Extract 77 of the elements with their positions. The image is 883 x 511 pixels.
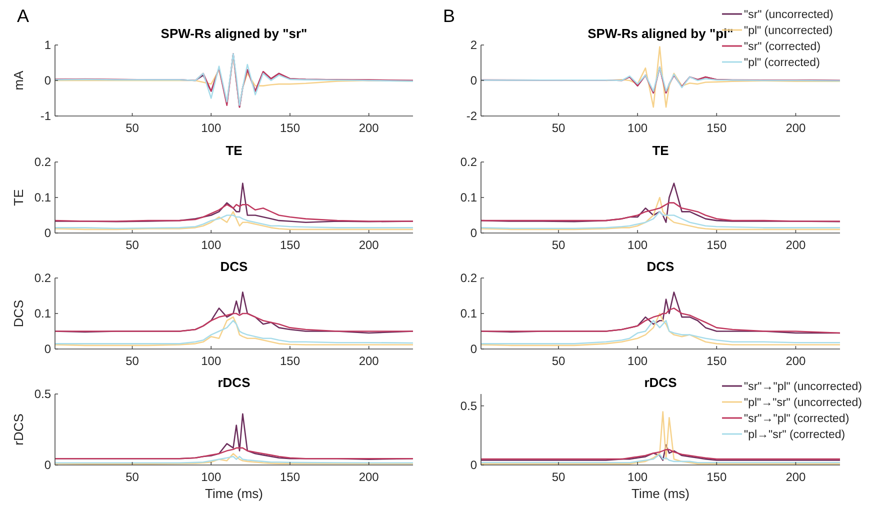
chart-title: TE (652, 143, 670, 158)
y-tick-label: 1 (44, 38, 52, 52)
x-axis-title: Time (ms) (631, 486, 690, 501)
y-tick-label: 0.1 (460, 190, 478, 204)
y-tick-label: 0 (470, 226, 478, 240)
x-tick-label: 150 (280, 238, 300, 252)
x-tick-label: 50 (552, 238, 566, 252)
x-tick-label: 200 (358, 238, 380, 252)
x-tick-label: 100 (628, 470, 648, 484)
chart-title: DCS (220, 259, 248, 274)
x-tick-label: 200 (786, 121, 806, 135)
chart-title: DCS (646, 259, 675, 274)
y-tick-label: 0 (44, 226, 52, 240)
x-tick-label: 200 (786, 470, 806, 484)
y-tick-label: -1 (40, 109, 52, 123)
x-tick-label: 150 (706, 470, 727, 484)
legend-label: "sr"→"pl" (uncorrected) (744, 381, 862, 393)
y-tick-label: 0.2 (460, 271, 478, 285)
x-tick-label: 50 (552, 470, 566, 484)
x-tick-label: 150 (706, 121, 727, 135)
x-tick-label: 100 (628, 354, 648, 368)
y-tick-label: 0.2 (460, 155, 478, 169)
x-tick-label: 150 (706, 238, 727, 252)
y-tick-label: 0 (470, 74, 478, 88)
y-axis-title: mA (11, 70, 26, 90)
legend-label: "pl" (uncorrected) (744, 25, 833, 37)
y-tick-label: 0 (470, 458, 478, 472)
y-tick-label: 2 (470, 38, 478, 52)
y-tick-label: 0.1 (34, 190, 52, 204)
y-axis-title: DCS (11, 299, 26, 328)
y-tick-label: -2 (466, 109, 478, 123)
x-tick-label: 150 (280, 470, 300, 484)
x-tick-label: 100 (628, 121, 648, 135)
text: B (443, 6, 456, 26)
legend-label: "sr" (corrected) (744, 41, 821, 53)
y-tick-label: 0.2 (34, 155, 52, 169)
legend-label: "sr" (uncorrected) (744, 9, 834, 21)
x-tick-label: 100 (201, 121, 222, 135)
x-tick-label: 50 (552, 354, 566, 368)
y-tick-label: 0.5 (34, 387, 52, 401)
x-tick-label: 50 (126, 470, 140, 484)
x-tick-label: 100 (201, 354, 222, 368)
x-tick-label: 200 (358, 121, 380, 135)
x-tick-label: 50 (126, 354, 140, 368)
x-tick-label: 50 (126, 238, 140, 252)
x-tick-label: 200 (786, 354, 806, 368)
chart-title: rDCS (644, 375, 678, 390)
y-tick-label: 0.5 (460, 398, 478, 413)
x-tick-label: 150 (280, 354, 300, 368)
chart-title: TE (226, 143, 243, 158)
y-tick-label: 0 (470, 342, 478, 356)
legend-label: "pl"→"sr" (uncorrected) (744, 397, 862, 409)
x-tick-label: 150 (706, 354, 727, 368)
legend-label: "pl→"sr" (corrected) (744, 429, 846, 441)
x-tick-label: 100 (628, 238, 648, 252)
x-axis-title: Time (ms) (204, 486, 264, 501)
y-tick-label: 0.1 (460, 306, 478, 320)
y-tick-label: 0 (44, 458, 52, 472)
chart-title: SPW-Rs aligned by "sr" (160, 26, 308, 41)
chart-title: rDCS (218, 375, 251, 390)
legend-label: "pl" (corrected) (744, 57, 820, 69)
y-tick-label: 0.1 (34, 306, 52, 320)
x-tick-label: 150 (280, 121, 300, 135)
x-tick-label: 200 (358, 470, 380, 484)
legend-label: "sr"→"pl" (corrected) (744, 413, 850, 425)
x-tick-label: 50 (126, 121, 140, 135)
x-tick-label: 50 (552, 121, 566, 135)
x-tick-label: 200 (786, 238, 806, 252)
x-tick-label: 100 (201, 238, 222, 252)
y-tick-label: 0.2 (34, 271, 52, 285)
x-tick-label: 200 (358, 354, 380, 368)
y-axis-title: rDCS (11, 413, 26, 446)
y-tick-label: 0 (44, 74, 52, 88)
x-tick-label: 100 (201, 470, 222, 484)
text: A (17, 6, 30, 26)
y-tick-label: 0 (44, 342, 52, 356)
y-axis-title: TE (11, 188, 26, 206)
